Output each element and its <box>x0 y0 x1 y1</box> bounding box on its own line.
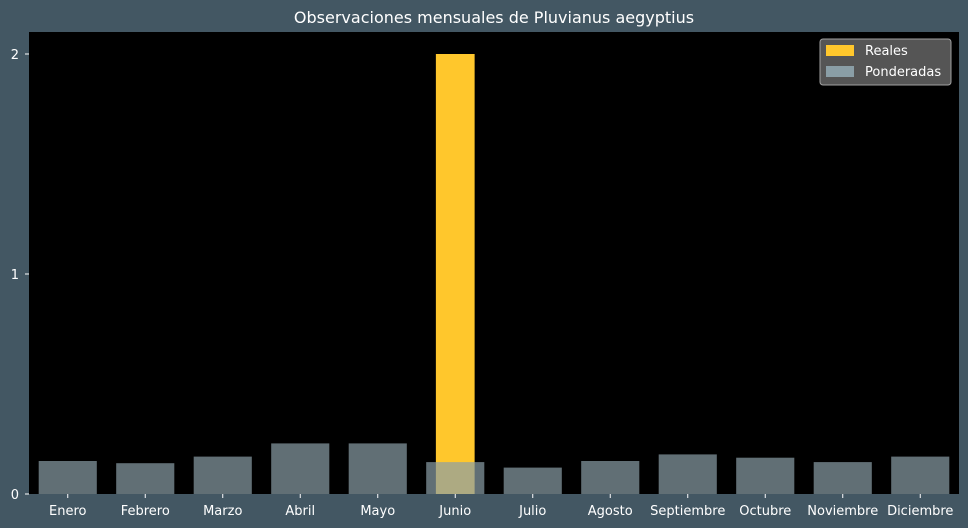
x-tick-label: Diciembre <box>887 504 953 519</box>
y-tick-label: 0 <box>11 488 19 503</box>
x-tick-label: Mayo <box>360 504 395 519</box>
x-tick-label: Agosto <box>588 504 633 519</box>
bar-ponderadas <box>658 454 717 494</box>
legend-label-ponderadas: Ponderadas <box>865 65 941 80</box>
x-tick-label: Julio <box>518 504 546 519</box>
bar-ponderadas <box>503 467 562 494</box>
bar-ponderadas <box>891 456 950 494</box>
x-tick-label: Noviembre <box>807 504 878 519</box>
x-tick-label: Septiembre <box>650 504 725 519</box>
bar-ponderadas <box>38 461 97 494</box>
series-ponderadas <box>38 443 950 494</box>
legend-label-reales: Reales <box>865 44 908 59</box>
y-axis: 0 1 2 <box>11 48 29 503</box>
x-tick-label: Febrero <box>121 504 170 519</box>
bar-ponderadas <box>348 443 407 494</box>
bar-ponderadas <box>736 457 795 494</box>
legend-swatch-ponderadas <box>826 66 854 77</box>
bar-ponderadas <box>271 443 330 494</box>
x-tick-label: Octubre <box>739 504 791 519</box>
x-tick-label: Junio <box>438 504 471 519</box>
bar-ponderadas <box>581 461 640 494</box>
x-tick-label: Abril <box>285 504 315 519</box>
bar-ponderadas <box>813 462 872 494</box>
plot-area <box>29 32 959 494</box>
y-tick-label: 2 <box>11 48 19 63</box>
bar-ponderadas <box>116 463 175 494</box>
bar-ponderadas <box>426 462 485 494</box>
chart-title: Observaciones mensuales de Pluvianus aeg… <box>294 8 694 27</box>
x-axis: Enero Febrero Marzo Abril Mayo Junio Julio Agos… <box>49 494 953 519</box>
bar-ponderadas <box>193 456 252 494</box>
y-tick-label: 1 <box>11 268 19 283</box>
legend-swatch-reales <box>826 45 854 56</box>
series-reales <box>435 54 475 494</box>
x-tick-label: Marzo <box>203 504 242 519</box>
x-tick-label: Enero <box>49 504 87 519</box>
legend: Reales Ponderadas <box>819 38 952 86</box>
bar-reales <box>435 54 475 494</box>
